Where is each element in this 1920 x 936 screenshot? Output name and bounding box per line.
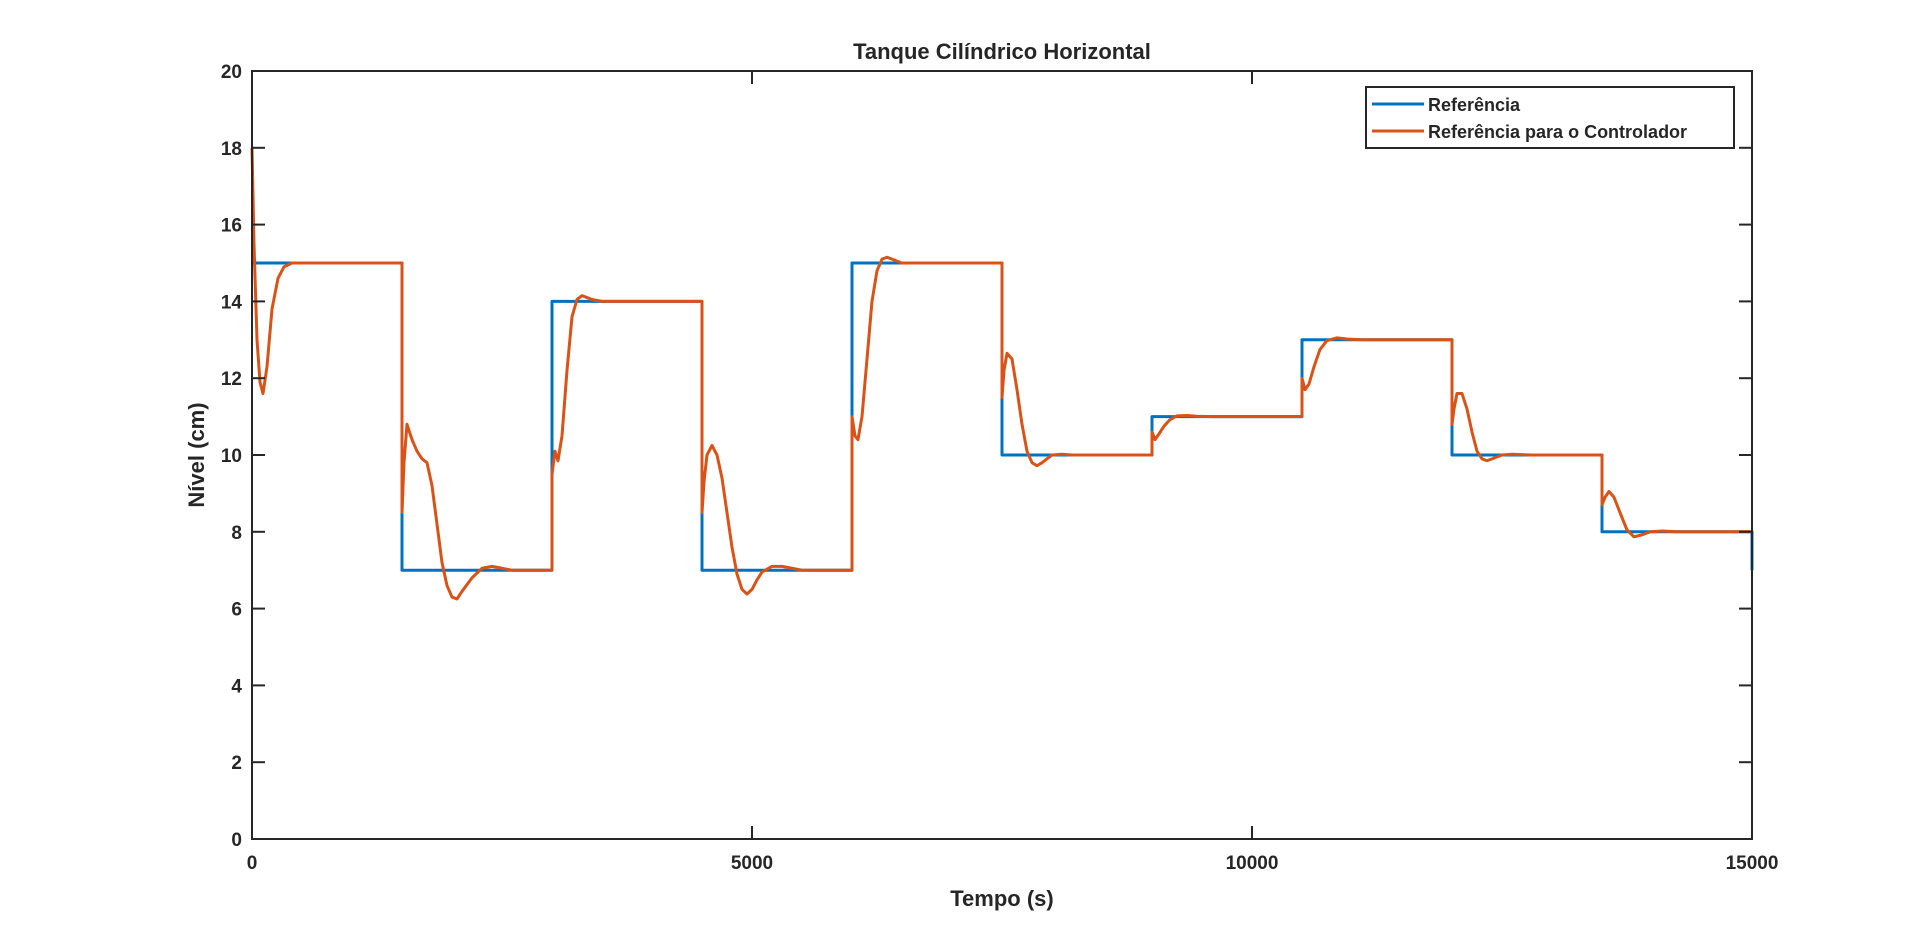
y-tick-label: 6 <box>231 600 242 621</box>
y-axis-label: Nível (cm) <box>184 402 209 507</box>
y-tick-label: 4 <box>231 676 242 697</box>
legend: Referência Referência para o Controlador <box>1365 86 1735 149</box>
x-tick-label: 5000 <box>731 853 773 874</box>
series-layer <box>250 147 1754 601</box>
x-tick-label: 0 <box>247 853 258 874</box>
y-tick-label: 2 <box>231 753 242 774</box>
ticks-layer: 0 5000 10000 15000 0 2 4 6 8 10 12 14 16 18 20 <box>221 62 1779 874</box>
y-tick-label: 12 <box>221 369 242 390</box>
x-tick-label: 15000 <box>1726 853 1779 874</box>
legend-label-referencia: Referência <box>1428 95 1521 115</box>
x-tick-label: 10000 <box>1226 853 1279 874</box>
y-tick-label: 16 <box>221 216 242 237</box>
legend-label-referencia-controlador: Referência para o Controlador <box>1428 122 1687 142</box>
y-tick-label: 0 <box>231 830 242 851</box>
series-line-1 <box>250 147 1752 601</box>
chart-title: Tanque Cilíndrico Horizontal <box>853 39 1151 64</box>
y-tick-label: 20 <box>221 62 242 83</box>
y-tick-label: 14 <box>221 292 243 313</box>
y-tick-label: 8 <box>231 523 242 544</box>
y-tick-label: 18 <box>221 139 242 160</box>
y-tick-label: 10 <box>221 446 242 467</box>
x-axis-label: Tempo (s) <box>950 886 1053 911</box>
legend-box <box>1365 86 1735 149</box>
